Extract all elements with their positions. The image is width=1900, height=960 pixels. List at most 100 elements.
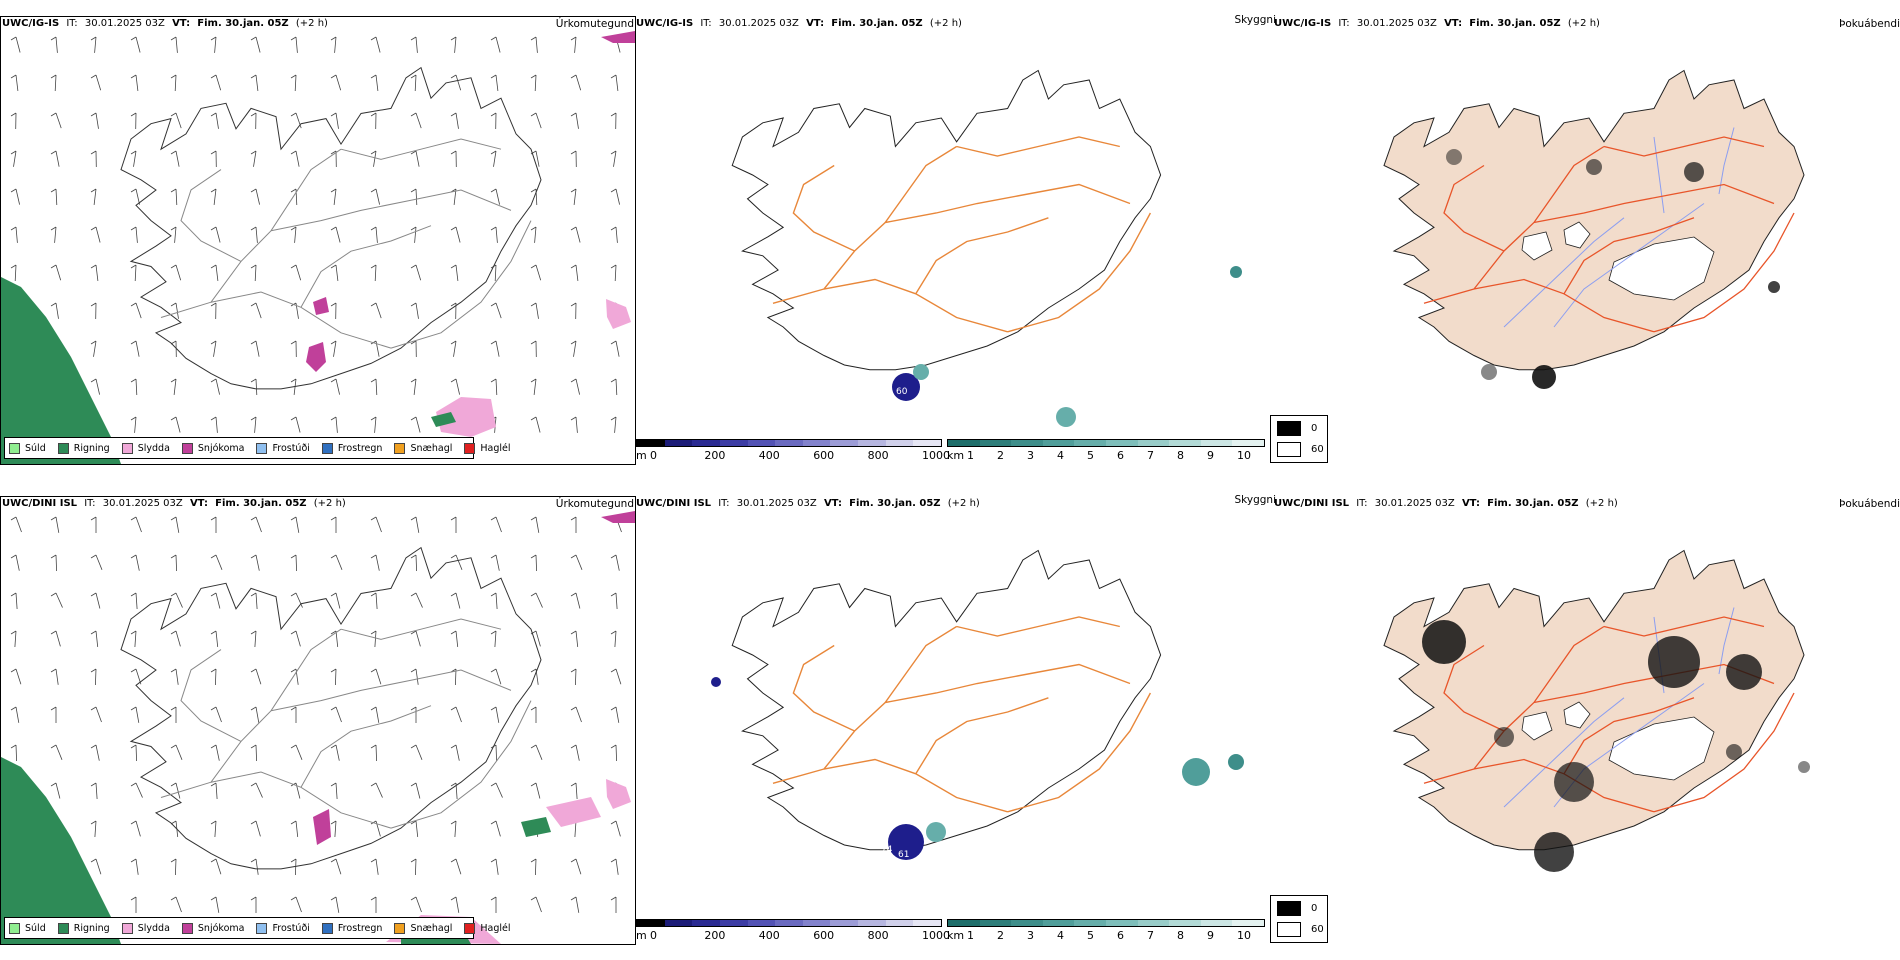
precip-legend-item: Slydda [121, 922, 170, 934]
wind-barb [50, 782, 61, 799]
wind-barb [250, 630, 257, 648]
wind-barb [610, 74, 619, 91]
wind-barb [570, 516, 577, 533]
wind-barb [570, 36, 577, 53]
vt-value: Fim. 30.jan. 05Z [197, 18, 289, 29]
precip-legend-item: Frostúði [256, 442, 310, 454]
wind-barb [130, 112, 137, 130]
colorbar-tick: 1 [967, 449, 974, 462]
wind-barb [490, 896, 497, 913]
fog-map[interactable] [1274, 512, 1900, 912]
precip-legend-item: Frostúði [256, 922, 310, 934]
sleet-area-east [606, 779, 631, 809]
wind-barb [410, 302, 419, 319]
precip-legend-item: Súld [9, 442, 46, 454]
fog-area [1494, 727, 1514, 747]
river-network [1503, 607, 1735, 808]
wind-barb [410, 592, 423, 608]
wind-barb [530, 112, 542, 129]
visibility-map[interactable]: 119 61 74 [636, 512, 1276, 912]
precip-legend-label: Frostúði [272, 922, 310, 934]
colorbar-tick: 3 [1027, 929, 1034, 942]
wind-barb [370, 630, 377, 648]
colorbar-step [913, 440, 942, 446]
wind-barb [210, 226, 221, 243]
colorbar-tick: 7 [1147, 929, 1154, 942]
wind-barb [10, 112, 17, 130]
model-name: UWC/DINI ISL [1274, 498, 1350, 509]
wind-barb [170, 302, 179, 319]
wind-barb [290, 74, 297, 92]
wind-barb [610, 226, 618, 243]
wind-barb [210, 416, 218, 433]
visibility-map[interactable]: 60 [636, 32, 1276, 432]
wind-barb [530, 378, 537, 395]
model-name: UWC/IG-IS [2, 18, 60, 29]
wind-barb [90, 554, 103, 570]
wind-barb [610, 378, 618, 396]
precip-legend-swatch [9, 442, 20, 454]
visibility-unit: km [947, 929, 965, 942]
fog-area [1798, 761, 1810, 773]
wind-barb [370, 782, 383, 798]
wind-barb [330, 630, 339, 647]
colorbar-step [637, 920, 665, 926]
wind-barb [90, 340, 97, 357]
wind-barb [130, 74, 139, 91]
wind-barb [90, 378, 100, 395]
wind-barb [170, 226, 177, 243]
iceland-outline [120, 546, 542, 870]
colorbar-tick: 2 [997, 449, 1004, 462]
wind-barb [610, 820, 621, 837]
precip-legend-label: Rigning [73, 922, 110, 934]
wind-barb [530, 226, 537, 243]
colorbar-step [1074, 920, 1106, 926]
colorbar-step [1169, 440, 1201, 446]
wind-barb [290, 516, 300, 533]
wind-barb [610, 630, 617, 648]
wind-barb [10, 188, 20, 205]
low-visibility-area [711, 677, 721, 687]
wind-barb [10, 264, 17, 282]
fog-area [1586, 159, 1602, 175]
wind-barb [410, 226, 417, 243]
precip-legend-label: Rigning [73, 442, 110, 454]
wind-barb [530, 74, 537, 92]
wind-barb [250, 264, 257, 282]
lead-time: (+2 h) [947, 498, 980, 509]
colorbar-tick: 600 [813, 929, 835, 942]
map-frame[interactable] [0, 496, 636, 945]
road-network [772, 136, 1152, 333]
colorbar-step [979, 440, 1012, 446]
map-frame[interactable] [0, 16, 636, 465]
wind-barb [170, 112, 182, 129]
it-label: IT: [700, 18, 712, 29]
fog-map[interactable] [1274, 32, 1900, 432]
wind-barb [530, 744, 543, 760]
precip-legend-item: Frostregn [321, 922, 382, 934]
wind-barb [490, 592, 498, 610]
wind-barb [450, 630, 459, 647]
precip-legend-label: Frostúði [272, 442, 310, 454]
wind-barb [490, 188, 500, 205]
wind-barb [330, 302, 337, 320]
wind-barb [450, 516, 457, 533]
vt-value: Fim. 30.jan. 05Z [849, 498, 941, 509]
precip-legend-swatch [256, 922, 268, 934]
wind-barb [250, 668, 262, 685]
precip-map[interactable] [1, 17, 635, 464]
colorbar-tick: 6 [1117, 449, 1124, 462]
wind-barb [370, 668, 382, 685]
elevation-unit: m [636, 449, 647, 462]
vt-value: Fim. 30.jan. 05Z [1487, 498, 1579, 509]
elevation-spot-label: 60 [896, 387, 908, 397]
model-name: UWC/DINI ISL [636, 498, 712, 509]
glacier-hofsjokull [1563, 221, 1591, 249]
fog-legend-row: 60 [1277, 442, 1324, 457]
wind-barb [170, 858, 177, 876]
fog-legend-label: 60 [1311, 924, 1324, 935]
fog-legend-label: 0 [1311, 903, 1318, 914]
precip-map[interactable] [1, 497, 635, 944]
wind-barb [610, 340, 620, 357]
precip-panel: UWC/DINI ISL IT: 30.01.2025 03Z VT: Fim.… [0, 480, 636, 945]
